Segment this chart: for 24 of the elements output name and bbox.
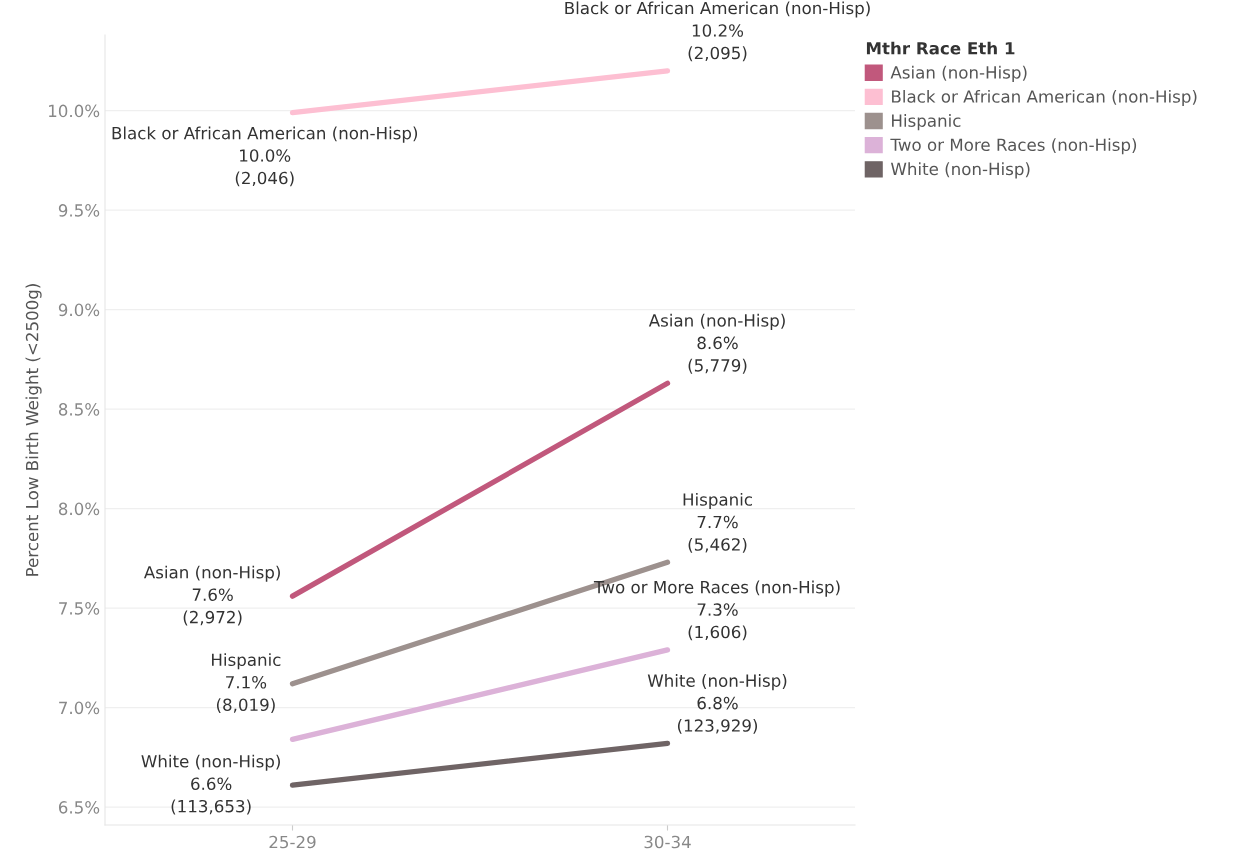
x-tick-label: 30-34	[644, 835, 691, 849]
data-label: Black or African American (non-Hisp) 10.0% (2,046)	[112, 126, 418, 187]
y-axis-title: Percent Low Birth Weight (<2500g)	[25, 284, 42, 576]
legend-label: Two or More Races (non-Hisp)	[890, 138, 1137, 155]
legend-label: Hispanic	[892, 114, 961, 131]
data-label: Asian (non-Hisp) 7.6% (2,972)	[143, 565, 280, 626]
data-label: Hispanic 7.7% (5,462)	[683, 492, 752, 553]
data-label: Two or More Races (non-Hisp) 7.3% (1,606)	[593, 580, 840, 641]
legend-label: Asian (non-Hisp)	[890, 65, 1027, 82]
y-tick-label: 7.0%	[59, 701, 100, 715]
y-tick-label: 9.0%	[58, 303, 100, 317]
y-tick-label: 8.0%	[58, 502, 100, 516]
data-label: White (non-Hisp) 6.8% (123,929)	[647, 674, 787, 734]
legend-label: Black or African American (non-Hisp)	[892, 89, 1197, 107]
y-tick-label: 8.5%	[58, 403, 100, 416]
data-label: Asian (non-Hisp) 8.6% (5,779)	[648, 313, 785, 374]
y-tick-label: 9.5%	[58, 204, 100, 217]
data-label: Hispanic 7.1% (8,019)	[212, 653, 281, 713]
data-label: White (non-Hisp) 6.6% (113,653)	[141, 754, 280, 815]
x-tick-label: 25-29	[269, 835, 316, 849]
y-tick-label: 6.5%	[58, 801, 100, 814]
legend-label: White (non-Hisp)	[890, 162, 1030, 179]
y-tick-label: 7.5%	[59, 602, 100, 615]
y-tick-label: 10.0%	[49, 104, 100, 118]
